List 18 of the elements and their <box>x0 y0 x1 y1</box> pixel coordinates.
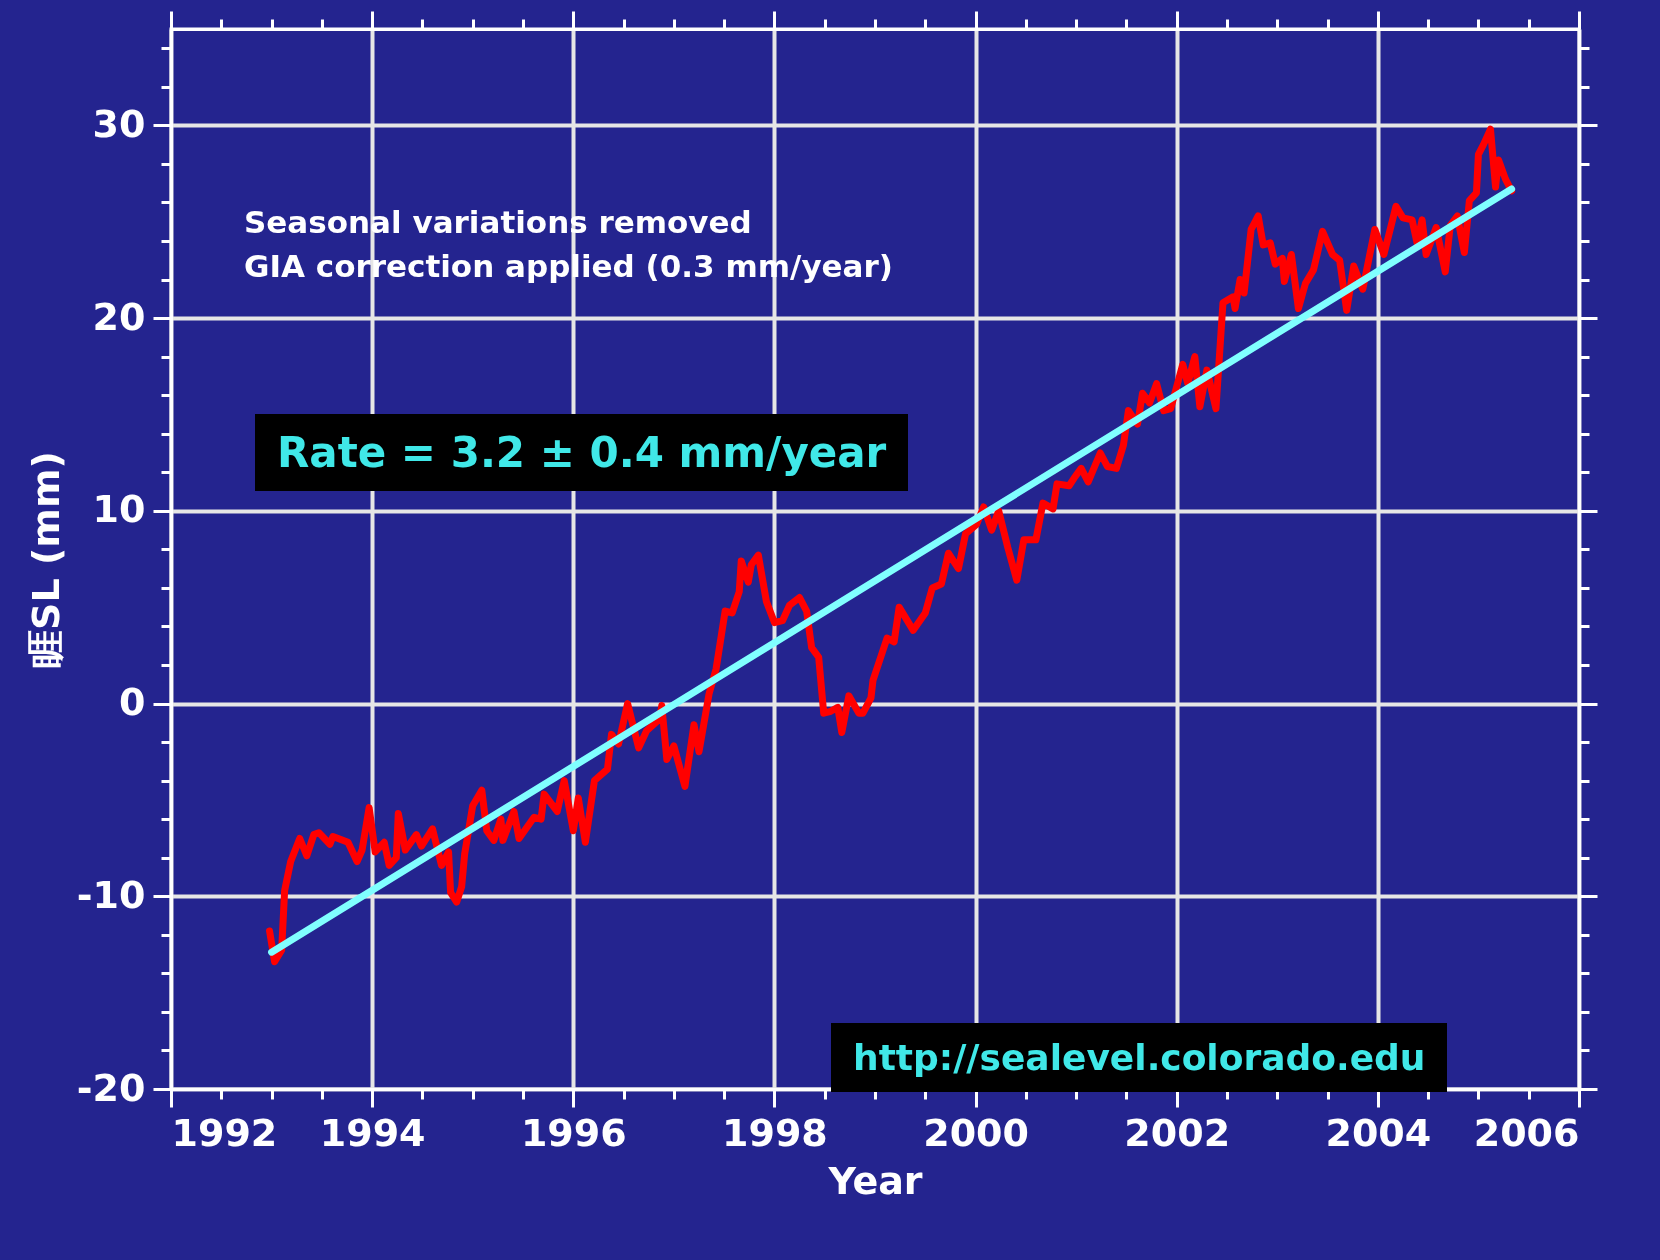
x-axis-title: Year <box>827 1158 923 1203</box>
x-tick-label: 2006 <box>1473 1110 1580 1155</box>
x-tick-label: 1992 <box>171 1110 278 1155</box>
x-tick-label: 2000 <box>923 1110 1029 1155</box>
x-tick-label: 2002 <box>1124 1110 1231 1155</box>
y-tick-label: -10 <box>76 872 146 917</box>
x-tick-label: 1994 <box>319 1110 426 1155</box>
x-tick-label: 2004 <box>1325 1110 1432 1155</box>
y-tick-label: 10 <box>92 487 146 532</box>
y-tick-label: 30 <box>92 101 146 146</box>
y-tick-label: -20 <box>76 1065 146 1110</box>
y-tick-label: 20 <box>92 294 146 339</box>
y-axis-title: 睚SL (mm) <box>23 451 68 668</box>
x-tick-label: 1996 <box>520 1110 627 1155</box>
y-tick-label: 0 <box>119 680 146 725</box>
annotation: http://sealevel.colorado.edu <box>831 1023 1448 1092</box>
annotation: Rate = 3.2 ± 0.4 mm/year <box>255 414 909 491</box>
x-tick-label: 1998 <box>722 1110 828 1155</box>
